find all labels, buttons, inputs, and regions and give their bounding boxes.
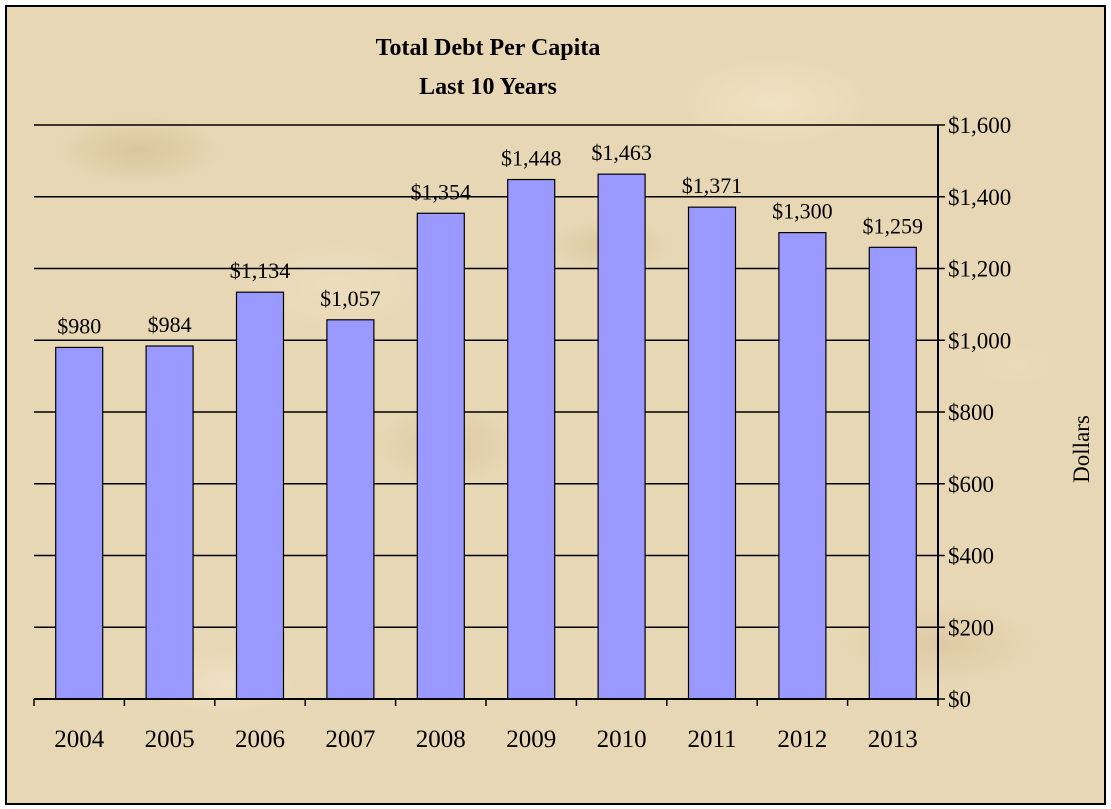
bar xyxy=(235,291,285,700)
data-labels: $980 $984 $1,134 $1,057 $1,354 $1,448 $1,463 $1… xyxy=(57,140,923,338)
x-tick-label: 2012 xyxy=(777,726,827,753)
bar xyxy=(416,212,465,700)
data-label: $984 xyxy=(148,312,192,337)
data-label: $1,354 xyxy=(411,179,472,204)
y-axis-title: Dollars xyxy=(1069,415,1094,483)
data-label: $980 xyxy=(57,313,101,338)
bars xyxy=(55,173,917,700)
chart-title: Total Debt Per Capita xyxy=(376,35,601,61)
x-tick-label: 2008 xyxy=(416,726,466,753)
bar xyxy=(687,206,737,700)
bar xyxy=(145,345,194,700)
x-tick-label: 2004 xyxy=(54,726,105,753)
data-label: $1,448 xyxy=(501,146,562,171)
x-tick-label: 2013 xyxy=(868,726,918,753)
y-tick-label: $400 xyxy=(948,544,994,569)
x-tick-label: 2009 xyxy=(506,726,556,753)
x-tick-label: 2010 xyxy=(597,726,647,753)
y-tick-label: $800 xyxy=(948,400,994,425)
x-tick-label: 2005 xyxy=(145,726,195,753)
data-label: $1,463 xyxy=(591,140,652,165)
x-tick-label: 2006 xyxy=(235,726,285,753)
data-label: $1,057 xyxy=(320,286,381,311)
y-tick-labels: $0 $200 $400 $600 $800 $1,000 $1,200 $1,400 $1,6… xyxy=(948,113,1011,712)
bar xyxy=(778,232,827,700)
y-tick-label: $1,600 xyxy=(948,113,1011,138)
bar xyxy=(507,178,556,700)
axes xyxy=(33,124,945,706)
y-tick-label: $1,000 xyxy=(948,328,1011,353)
x-tick-label: 2011 xyxy=(687,726,736,753)
data-label: $1,134 xyxy=(230,258,291,283)
data-label: $1,300 xyxy=(772,199,833,224)
bar xyxy=(597,173,646,700)
y-tick-label: $200 xyxy=(948,615,994,640)
y-tick-label: $0 xyxy=(948,687,971,712)
x-tick-label: 2007 xyxy=(325,726,375,753)
data-label: $1,259 xyxy=(863,213,924,238)
y-tick-label: $600 xyxy=(948,472,994,497)
y-tick-label: $1,200 xyxy=(948,257,1011,282)
data-label: $1,371 xyxy=(682,173,743,198)
y-tick-label: $1,400 xyxy=(948,185,1011,210)
bar xyxy=(55,346,104,700)
chart-subtitle: Last 10 Years xyxy=(419,74,557,100)
x-tick-labels: 2004 2005 2006 2007 2008 2009 2010 2011 2012 2013 xyxy=(54,726,918,753)
bar xyxy=(326,319,375,700)
bar xyxy=(868,246,917,700)
